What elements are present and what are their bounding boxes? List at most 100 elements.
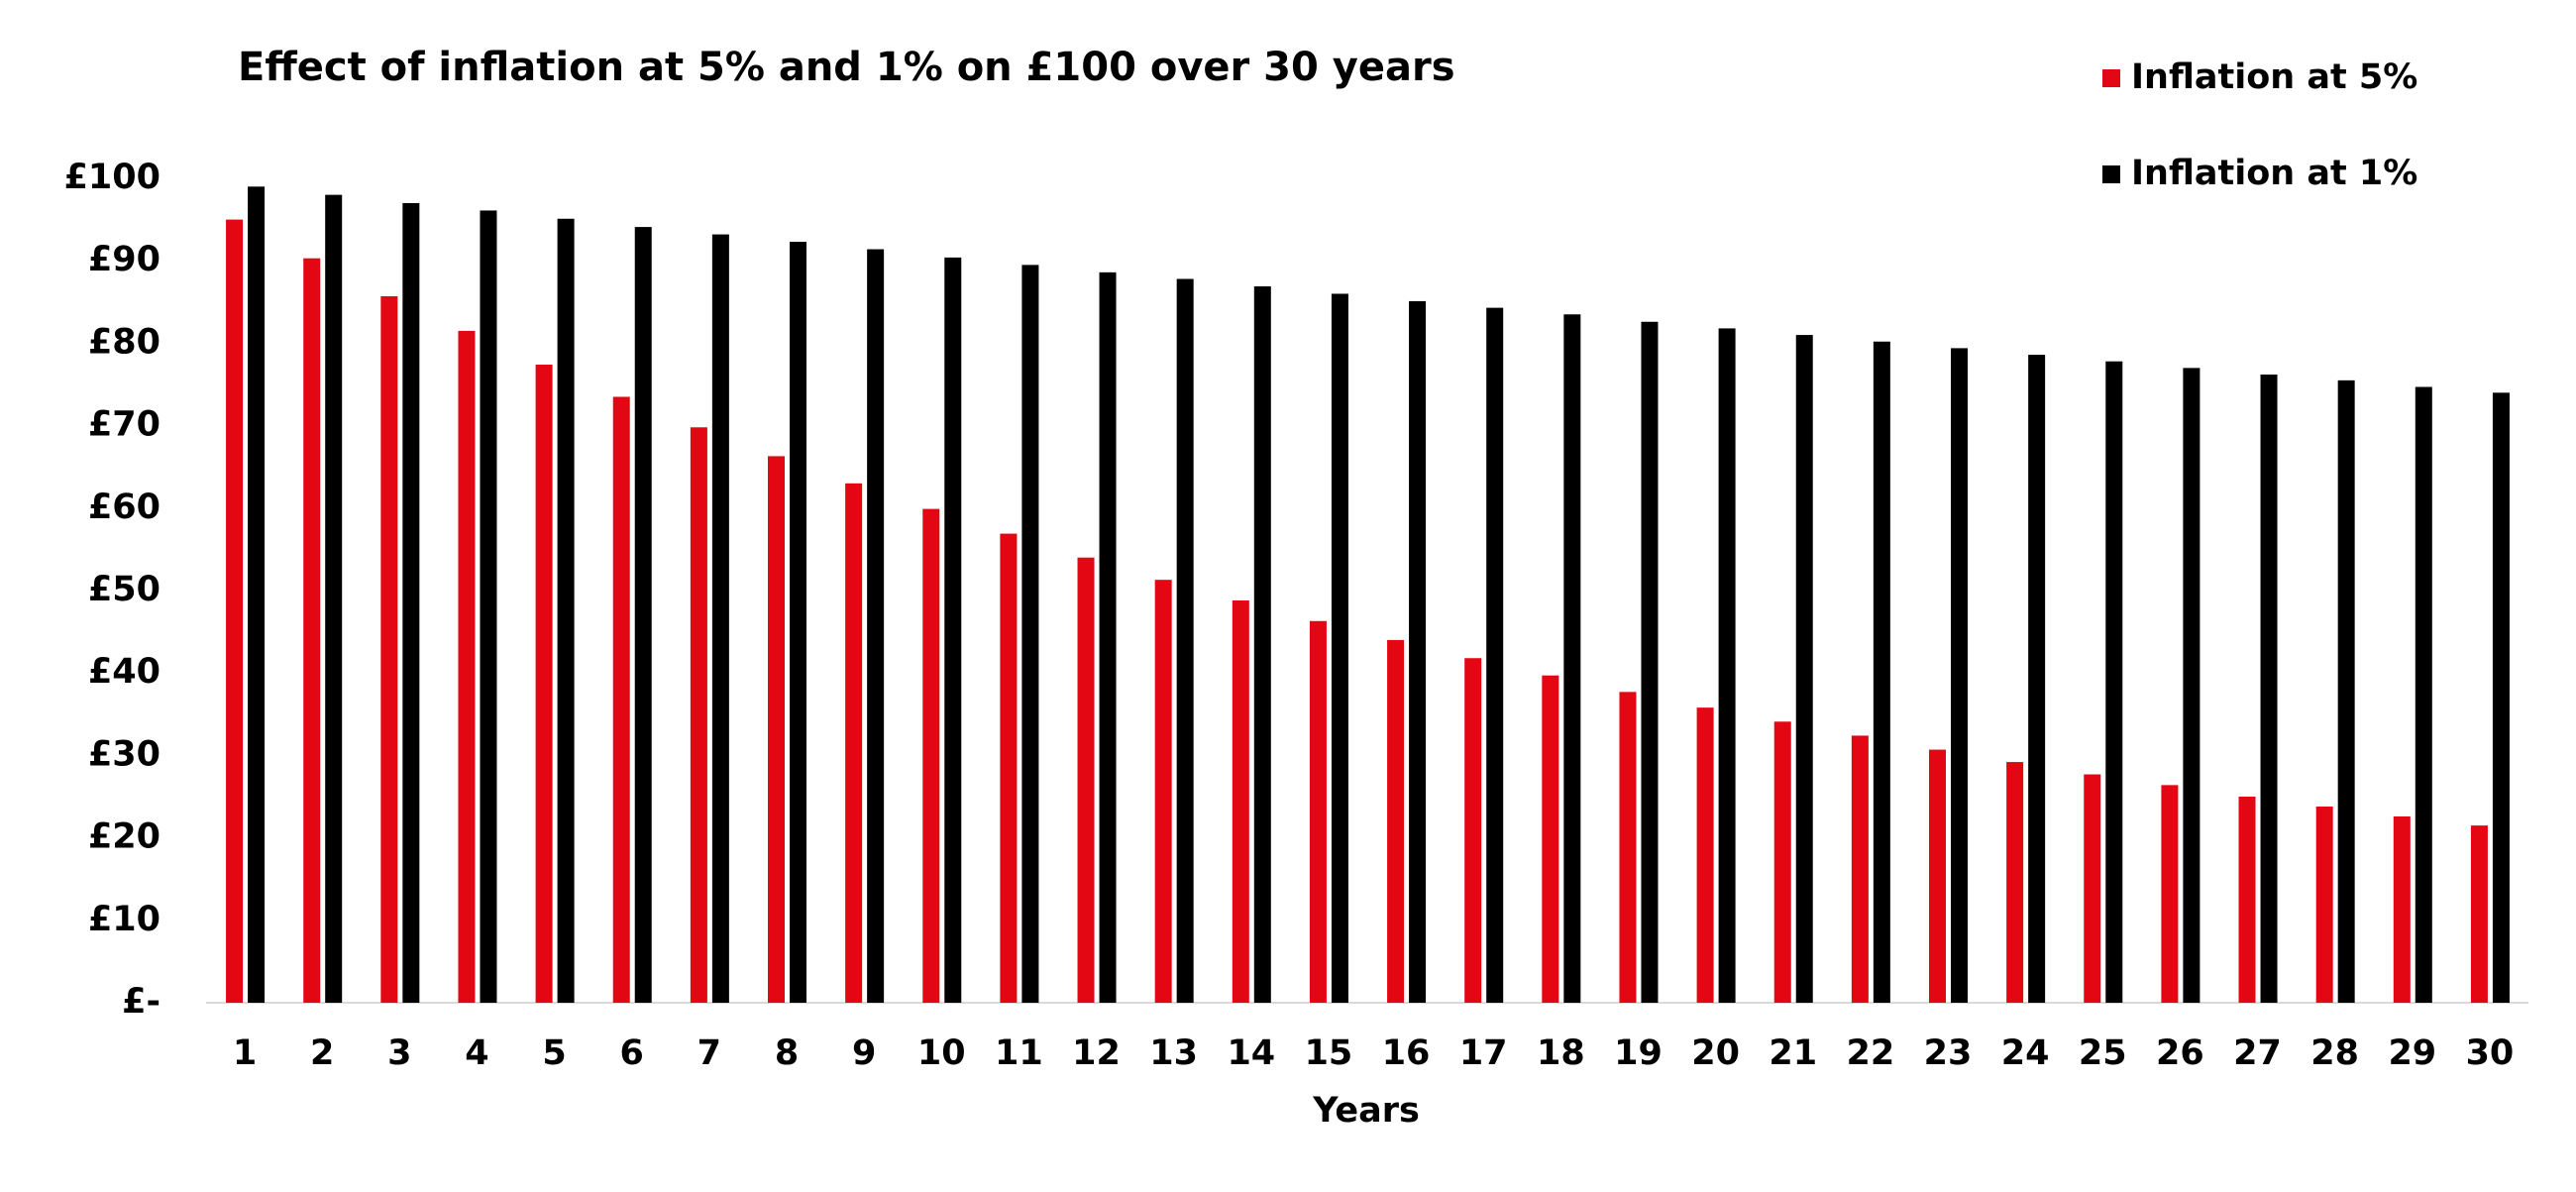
- x-tick-label: 16: [1382, 1033, 1431, 1073]
- bar: [1773, 721, 1791, 1003]
- bar: [2393, 815, 2411, 1003]
- y-tick-label: £60: [88, 488, 161, 527]
- y-tick-label: £40: [88, 652, 161, 692]
- y-tick-label: £-: [122, 982, 161, 1022]
- x-tick-label: 8: [775, 1033, 799, 1073]
- y-tick-label: £90: [88, 240, 161, 279]
- bar: [2028, 355, 2046, 1004]
- x-tick-label: 9: [852, 1033, 876, 1073]
- bar: [1718, 328, 1736, 1003]
- bar: [1795, 335, 1813, 1004]
- x-tick-label: 5: [542, 1033, 566, 1073]
- x-tick-label: 4: [465, 1033, 488, 1073]
- bar: [480, 210, 497, 1003]
- legend-swatch: [2102, 69, 2120, 87]
- bar: [2183, 368, 2200, 1003]
- bar: [1387, 639, 1405, 1003]
- x-tick-label: 1: [233, 1033, 257, 1073]
- bar: [1253, 285, 1271, 1003]
- legend-label: Inflation at 1%: [2131, 154, 2417, 193]
- bar: [535, 365, 553, 1004]
- bar: [1486, 307, 1504, 1003]
- bar: [944, 257, 962, 1003]
- y-tick-label: £100: [64, 158, 161, 197]
- x-tick-label: 20: [1691, 1033, 1740, 1073]
- x-axis-label: Years: [1312, 1091, 1420, 1131]
- legend-label: Inflation at 5%: [2131, 57, 2417, 97]
- bar: [226, 219, 244, 1004]
- bar: [1929, 749, 1946, 1003]
- legend-swatch: [2102, 165, 2120, 183]
- bar: [2315, 806, 2333, 1003]
- bar: [402, 202, 420, 1003]
- bar: [557, 218, 575, 1003]
- x-tick-label: 30: [2466, 1033, 2515, 1073]
- x-tick-label: 17: [1459, 1033, 1508, 1073]
- bar: [380, 295, 398, 1003]
- x-tick-label: 24: [2001, 1033, 2050, 1073]
- x-tick-label: 6: [620, 1033, 644, 1073]
- x-tick-label: 14: [1227, 1033, 1275, 1073]
- bar: [1563, 314, 1581, 1003]
- bar: [2337, 379, 2355, 1004]
- x-tick-label: 27: [2233, 1033, 2282, 1073]
- bar: [1331, 293, 1348, 1004]
- x-tick-label: 22: [1847, 1033, 1895, 1073]
- y-tick-label: £30: [88, 734, 161, 774]
- bar: [768, 456, 785, 1003]
- x-tick-label: 21: [1769, 1033, 1817, 1073]
- y-tick-label: £70: [88, 405, 161, 445]
- bar: [2492, 392, 2510, 1003]
- x-tick-label: 28: [2310, 1033, 2359, 1073]
- chart-title: Effect of inflation at 5% and 1% on £100…: [238, 45, 1455, 90]
- bar: [2238, 797, 2256, 1003]
- bar: [2084, 774, 2101, 1003]
- y-tick-label: £10: [88, 900, 161, 939]
- bar: [303, 258, 321, 1004]
- bar: [790, 242, 806, 1004]
- x-tick-label: 12: [1072, 1033, 1121, 1073]
- y-tick-label: £20: [88, 817, 161, 857]
- y-tick-label: £50: [88, 570, 161, 609]
- bar: [1851, 735, 1869, 1003]
- bar: [248, 186, 266, 1003]
- bar: [845, 483, 863, 1004]
- bar: [867, 249, 885, 1003]
- bar: [1951, 348, 1968, 1004]
- bar: [711, 234, 729, 1004]
- x-tick-label: 23: [1924, 1033, 1973, 1073]
- bar: [1099, 271, 1117, 1003]
- bar: [2415, 386, 2432, 1004]
- x-tick-label: 25: [2079, 1033, 2127, 1073]
- bar: [2470, 825, 2488, 1003]
- bar: [922, 508, 940, 1003]
- bar: [690, 427, 707, 1003]
- bar: [1542, 675, 1559, 1003]
- bar: [1464, 658, 1482, 1003]
- bar: [1309, 620, 1327, 1003]
- bar: [1696, 707, 1714, 1003]
- bar: [1232, 599, 1249, 1003]
- bar: [458, 330, 476, 1003]
- bar: [1077, 557, 1095, 1003]
- bar: [634, 227, 652, 1003]
- bar: [1641, 321, 1659, 1003]
- x-tick-label: 10: [917, 1033, 966, 1073]
- bar: [1021, 265, 1039, 1003]
- x-tick-label: 29: [2388, 1033, 2436, 1073]
- x-tick-label: 11: [995, 1033, 1043, 1073]
- bar: [1000, 533, 1018, 1003]
- x-tick-label: 19: [1614, 1033, 1663, 1073]
- bar: [1619, 692, 1637, 1003]
- bar: [612, 396, 630, 1004]
- bar: [2161, 785, 2179, 1003]
- bar: [1873, 341, 1890, 1004]
- x-tick-label: 18: [1537, 1033, 1585, 1073]
- x-tick-label: 13: [1149, 1033, 1198, 1073]
- bar: [2105, 361, 2123, 1004]
- x-tick-label: 2: [310, 1033, 334, 1073]
- x-tick-label: 3: [387, 1033, 411, 1073]
- bar: [2006, 762, 2024, 1003]
